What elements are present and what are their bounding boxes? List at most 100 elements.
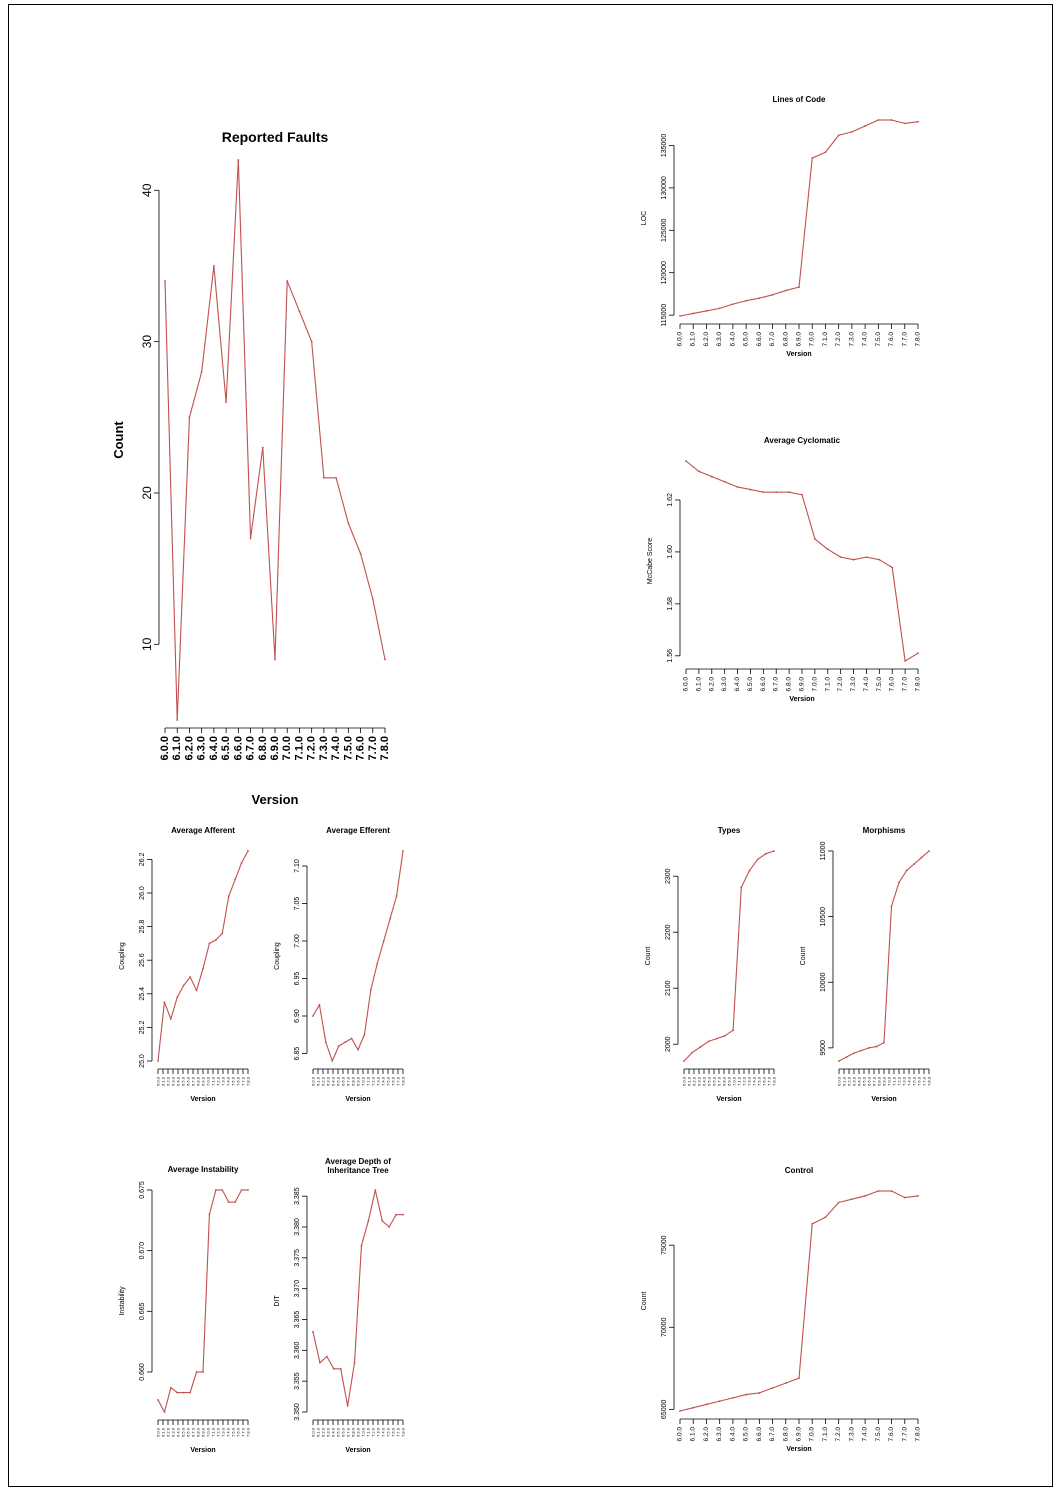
y-tick-label: 7.05 [294, 897, 301, 911]
data-point [346, 1404, 349, 1407]
y-tick-label: 2300 [665, 868, 672, 884]
data-point [208, 942, 211, 945]
x-tick-label: 7.8.0 [401, 1076, 406, 1086]
series-segment [876, 1042, 885, 1048]
x-tick-label: 6.2.0 [703, 1427, 710, 1442]
data-point [683, 1060, 685, 1062]
series-segment [335, 477, 349, 524]
series-segment [381, 1220, 390, 1228]
x-tick-label: 7.3.0 [221, 1427, 226, 1437]
series-segment [853, 1049, 862, 1054]
series-segment [360, 553, 374, 600]
series-segment [360, 1220, 369, 1246]
data-point [339, 1367, 342, 1370]
data-point [764, 852, 767, 855]
series-segment [693, 1403, 707, 1409]
x-axis-label: Version [871, 1096, 896, 1103]
chart-types: Types 2000 2100 2200 2300 Count 6.0.0 6.1.0 6.2.… [645, 826, 777, 1103]
data-point [325, 1355, 328, 1358]
data-point [402, 850, 404, 852]
series-segment [868, 1046, 877, 1049]
x-tick-label: 7.8.0 [927, 1076, 932, 1086]
series-segment [679, 1407, 694, 1412]
x-tick-label: 7.7.0 [241, 1427, 246, 1437]
series-segment [906, 863, 915, 872]
x-tick-label: 6.3.0 [716, 1427, 723, 1442]
series-segment [740, 870, 750, 888]
series-segment [241, 850, 249, 864]
x-tick-label: 7.8.0 [915, 677, 922, 692]
x-tick-label: 7.1.0 [293, 736, 305, 760]
series-segment [898, 870, 907, 883]
y-axis-label: Count [111, 421, 126, 459]
series-segment [746, 1392, 760, 1396]
x-tick-label: 7.2.0 [835, 332, 842, 347]
series-segment [353, 1245, 363, 1363]
x-tick-label: 6.3.0 [697, 1076, 702, 1086]
x-axis-label: Version [345, 1447, 370, 1454]
data-point [707, 1040, 710, 1043]
x-tick-label: 7.5.0 [912, 1076, 917, 1086]
series-segment [250, 447, 264, 539]
page-border [8, 4, 1053, 1487]
x-tick-label: 7.0.0 [732, 1076, 737, 1086]
series-segment [163, 1387, 172, 1413]
data-point [357, 1048, 359, 1051]
x-tick-label: 6.7.0 [717, 1076, 722, 1086]
x-tick-label: 6.0.0 [311, 1076, 316, 1086]
data-point [164, 280, 166, 282]
x-tick-label: 7.0.0 [809, 1427, 816, 1442]
data-point [878, 558, 881, 561]
data-point [169, 1018, 172, 1020]
y-tick-label: 2000 [665, 1036, 672, 1052]
y-tick-label: 11000 [820, 841, 827, 860]
data-point [838, 1060, 840, 1062]
series-segment [188, 371, 203, 418]
y-tick-label: 3.360 [294, 1341, 301, 1359]
data-point [920, 856, 923, 859]
x-tick-label: 7.6.0 [236, 1427, 241, 1437]
data-point [221, 932, 224, 935]
series-segment [325, 1042, 333, 1062]
y-tick-label: 3.370 [294, 1280, 301, 1298]
x-tick-label: 7.2.0 [216, 1427, 221, 1437]
data-point [917, 652, 919, 655]
series-segment [846, 1052, 855, 1058]
data-point [360, 1244, 363, 1247]
series-segment [838, 1198, 853, 1204]
series-segment [811, 151, 826, 159]
data-point [710, 475, 713, 478]
x-tick-label: 6.9.0 [269, 736, 281, 760]
x-tick-label: 7.2.0 [371, 1076, 376, 1086]
data-point [182, 1391, 185, 1394]
series-segment [351, 1038, 359, 1051]
data-point [784, 1382, 787, 1384]
x-tick-label: 6.6.0 [756, 1427, 763, 1442]
x-tick-label: 7.3.0 [850, 677, 857, 692]
data-point [234, 878, 237, 881]
x-tick-label: 7.1.0 [211, 1427, 216, 1437]
chart-control: Control 65000 70000 75000 Count 6.0.0 6.1.0 6.2… [641, 1166, 922, 1453]
series-segment [759, 1387, 773, 1394]
series-segment [376, 940, 385, 964]
x-tick-label: 6.5.0 [181, 1076, 186, 1086]
data-point [853, 1052, 855, 1055]
x-tick-label: 7.2.0 [835, 1427, 842, 1442]
x-tick-label: 7.8.0 [915, 1427, 922, 1442]
data-point [811, 1222, 814, 1225]
data-point [157, 1398, 159, 1401]
data-point [845, 1056, 848, 1058]
y-tick-label: 1.60 [667, 545, 674, 559]
data-point [402, 1213, 404, 1216]
data-point [237, 159, 240, 161]
series-segment [904, 121, 919, 124]
y-tick-label: 75000 [661, 1235, 668, 1255]
x-tick-label: 7.8.0 [915, 332, 922, 347]
x-tick-label: 7.5.0 [231, 1427, 236, 1437]
data-point [903, 1196, 906, 1199]
data-point [758, 1392, 761, 1394]
x-tick-label: 6.2.0 [692, 1076, 697, 1086]
series-segment [225, 159, 239, 403]
x-tick-label: 7.3.0 [221, 1076, 226, 1086]
y-tick-label: 115000 [661, 304, 668, 327]
